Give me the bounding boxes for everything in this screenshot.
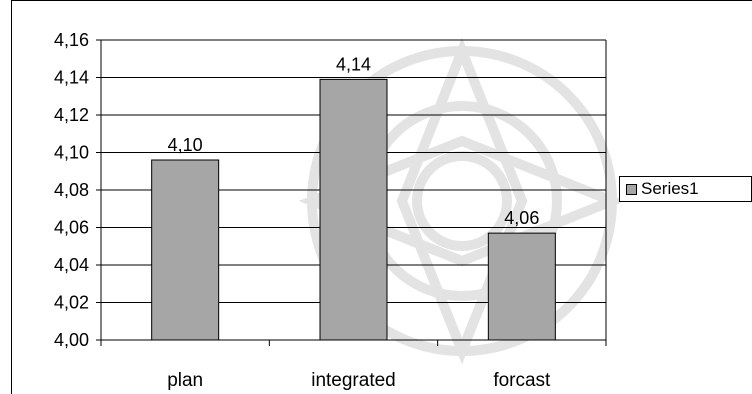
legend: Series1 bbox=[619, 176, 752, 202]
y-tick-label: 4,16 bbox=[54, 30, 89, 50]
legend-label: Series1 bbox=[641, 179, 699, 198]
y-tick-label: 4,00 bbox=[54, 330, 89, 350]
y-tick-label: 4,06 bbox=[54, 218, 89, 238]
y-tick-label: 4,08 bbox=[54, 180, 89, 200]
y-tick-label: 4,02 bbox=[54, 293, 89, 313]
x-category-label: plan bbox=[167, 370, 203, 391]
x-category-label: forcast bbox=[493, 370, 551, 391]
y-tick-label: 4,04 bbox=[54, 255, 89, 275]
data-label: 4,10 bbox=[168, 135, 203, 155]
bar bbox=[487, 232, 556, 341]
data-label: 4,06 bbox=[504, 208, 539, 228]
x-category-label: integrated bbox=[311, 370, 396, 391]
legend-swatch bbox=[626, 183, 637, 195]
bar bbox=[151, 159, 220, 341]
y-tick-label: 4,10 bbox=[54, 143, 89, 163]
data-label: 4,14 bbox=[336, 54, 371, 74]
y-tick-label: 4,14 bbox=[54, 68, 89, 88]
y-tick-label: 4,12 bbox=[54, 105, 89, 125]
bar bbox=[319, 78, 388, 341]
